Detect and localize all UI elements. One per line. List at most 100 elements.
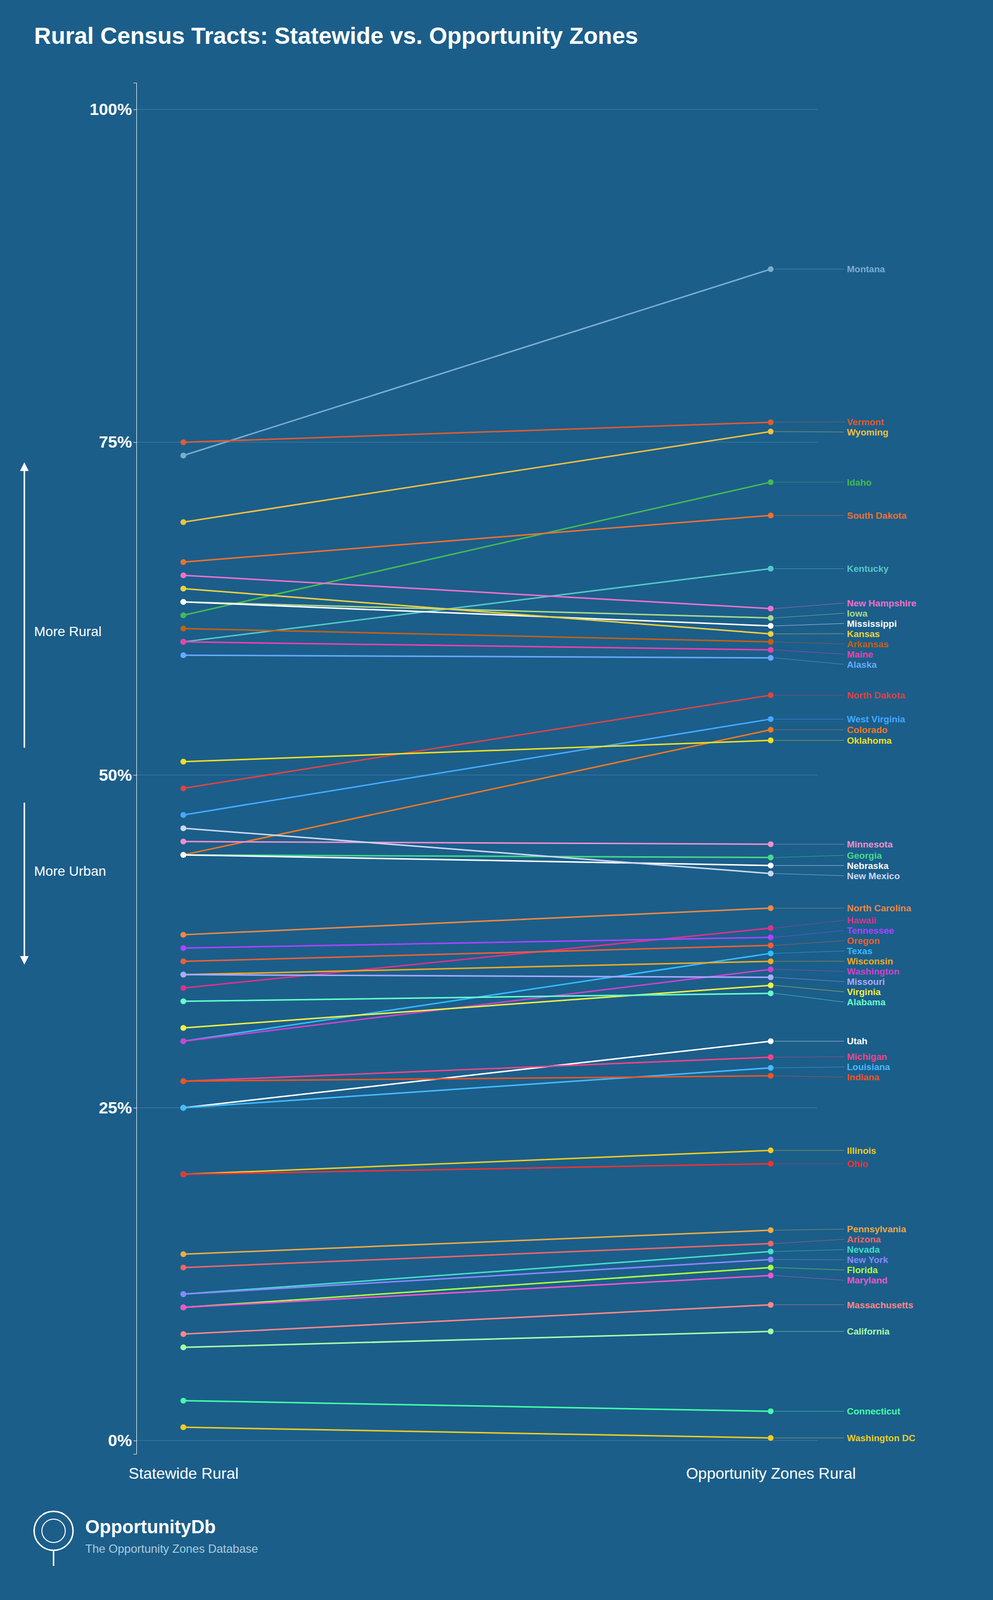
slope-line	[183, 945, 771, 962]
series	[180, 904, 774, 938]
dot	[768, 950, 774, 956]
slope-line	[183, 841, 771, 844]
dot	[768, 1301, 774, 1308]
label-leader	[774, 960, 844, 962]
slope-line	[183, 568, 771, 642]
dot	[768, 1054, 774, 1061]
dot	[180, 851, 187, 858]
series	[180, 942, 774, 965]
x-tick-label: Statewide Rural	[128, 1464, 239, 1482]
dot	[180, 612, 187, 619]
dot	[768, 1147, 774, 1154]
series-label: Iowa	[846, 608, 868, 619]
series	[180, 512, 774, 565]
slope-line	[183, 1075, 771, 1082]
label-leader	[774, 1067, 844, 1068]
dot	[768, 966, 774, 973]
series	[180, 1272, 774, 1311]
dot	[768, 512, 774, 519]
slope-line	[183, 927, 771, 988]
dot	[768, 924, 774, 931]
dot	[768, 646, 774, 653]
label-leader	[774, 1040, 844, 1042]
dot	[180, 785, 187, 791]
label-leader	[774, 1149, 844, 1151]
dot	[180, 439, 187, 446]
dot	[768, 934, 774, 941]
dot	[180, 971, 187, 978]
dot	[180, 1251, 187, 1257]
label-leader	[774, 843, 844, 845]
dot	[180, 1104, 187, 1111]
series-label: Oklahoma	[846, 735, 892, 746]
label-leader	[774, 1258, 844, 1260]
dot	[180, 625, 187, 632]
slope-line	[183, 1230, 771, 1255]
series-label: South Dakota	[846, 510, 907, 521]
series	[180, 565, 774, 645]
dot	[768, 1038, 774, 1045]
label-leader	[774, 1437, 844, 1439]
series-label: Hawaii	[846, 915, 877, 926]
label-leader	[774, 1056, 844, 1058]
label-leader	[774, 633, 844, 635]
label-leader	[774, 1267, 844, 1270]
dot	[768, 726, 774, 733]
dot	[768, 904, 774, 911]
slope-line	[183, 729, 771, 855]
series	[180, 924, 774, 991]
dot	[768, 990, 774, 996]
slope-line	[183, 641, 771, 650]
dot	[768, 715, 774, 722]
dot	[180, 1264, 187, 1271]
series-label: Ohio	[846, 1158, 868, 1169]
slope-line	[183, 993, 771, 1001]
series	[180, 990, 774, 1004]
label-leader	[774, 481, 844, 483]
label-leader	[774, 1163, 844, 1164]
slope-line	[183, 1304, 771, 1334]
series	[180, 266, 774, 459]
slope-line	[183, 431, 771, 523]
slope-line	[183, 985, 771, 1028]
dot	[768, 630, 774, 637]
series	[180, 1264, 774, 1311]
dot	[768, 862, 774, 869]
dot	[180, 1078, 187, 1085]
y-tick: 50%	[98, 765, 137, 785]
slope-line	[183, 269, 771, 456]
slope-line	[183, 1331, 771, 1348]
label-leader	[774, 602, 844, 609]
slope-line	[183, 827, 771, 874]
label-leader	[774, 855, 844, 858]
annotation: The Opportunity Zones Database	[85, 1541, 259, 1556]
dot	[180, 984, 187, 991]
series	[180, 1160, 774, 1178]
series	[180, 838, 774, 847]
series	[180, 934, 774, 952]
label-leader	[774, 649, 844, 655]
dot	[180, 824, 187, 831]
slope-line	[183, 937, 771, 949]
label-leader	[774, 969, 844, 972]
slope-line	[183, 1057, 771, 1082]
label-leader	[774, 1075, 844, 1078]
dot	[180, 851, 187, 858]
series	[180, 1054, 774, 1085]
x-axis: Statewide RuralOpportunity Zones Rural	[128, 1464, 856, 1482]
series	[180, 950, 774, 1044]
dot	[180, 1171, 187, 1178]
y-tick-label: 25%	[98, 1098, 132, 1117]
slope-line	[183, 1275, 771, 1308]
label-leader	[774, 977, 844, 982]
dot	[180, 838, 187, 845]
series-label: North Dakota	[846, 690, 906, 701]
dot	[180, 1024, 187, 1031]
series	[180, 692, 774, 791]
slope-line	[183, 1400, 771, 1412]
dot	[768, 1408, 774, 1415]
y-tick-mark	[133, 442, 137, 443]
y-tick-mark	[133, 1440, 137, 1442]
series-label: Minnesota	[846, 839, 893, 850]
series	[180, 428, 774, 525]
